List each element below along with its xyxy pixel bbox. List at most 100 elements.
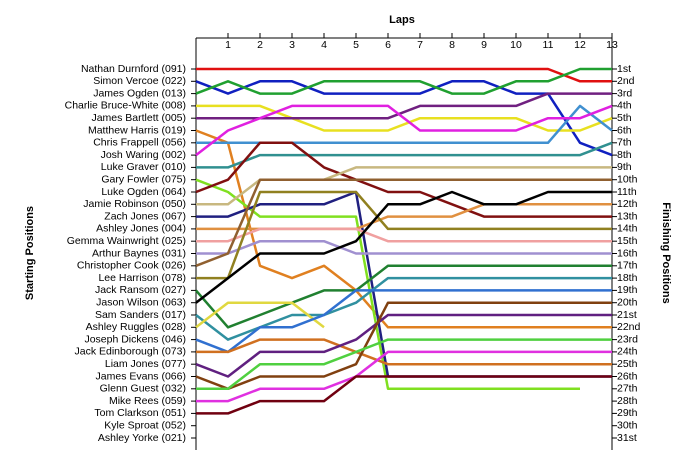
series-line bbox=[196, 190, 612, 378]
series-line bbox=[196, 375, 612, 415]
y2-tick-label: 22nd bbox=[617, 321, 641, 333]
starting-driver-label: James Ogden (013) bbox=[93, 87, 186, 99]
starting-driver-label: Josh Waring (002) bbox=[101, 149, 186, 161]
y2-tick-label: 29th bbox=[617, 407, 638, 419]
y2-tick-label: 18th bbox=[617, 272, 638, 284]
y2-tick-label: 1st bbox=[617, 63, 631, 75]
x-tick-label: 9 bbox=[481, 39, 487, 51]
x-tick-label: 11 bbox=[543, 39, 554, 51]
y2-tick-label: 26th bbox=[617, 370, 638, 382]
y2-tick-label: 14th bbox=[617, 223, 638, 235]
x-tick-label: 4 bbox=[321, 39, 327, 51]
series-line bbox=[196, 92, 612, 120]
starting-driver-label: Tom Clarkson (051) bbox=[94, 407, 186, 419]
series-line bbox=[196, 104, 613, 132]
starting-driver-label: Lee Harrison (078) bbox=[98, 272, 186, 284]
x-tick-label: 6 bbox=[385, 39, 391, 51]
x-tick-label: 2 bbox=[257, 39, 263, 51]
y2-tick-label: 3rd bbox=[617, 87, 632, 99]
x-axis-title: Laps bbox=[389, 14, 415, 26]
y2-tick-label: 20th bbox=[617, 296, 638, 308]
y2-tick-label: 25th bbox=[617, 358, 638, 370]
y2-tick-label: 30th bbox=[617, 419, 638, 431]
y2-tick-label: 19th bbox=[617, 284, 638, 296]
starting-driver-label: Simon Vercoe (022) bbox=[93, 75, 186, 87]
series-line bbox=[195, 178, 580, 391]
series-line bbox=[195, 141, 612, 218]
y2-tick-label: 10th bbox=[617, 173, 638, 185]
starting-driver-label: Ashley Ruggles (028) bbox=[86, 321, 186, 333]
y2-tick-label: 31st bbox=[617, 432, 637, 444]
starting-driver-label: Gary Fowler (075) bbox=[101, 173, 186, 185]
series-line bbox=[195, 190, 612, 304]
series-line bbox=[195, 313, 612, 378]
series-line bbox=[196, 227, 612, 243]
starting-driver-label: Glenn Guest (032) bbox=[100, 383, 186, 395]
series-line bbox=[196, 67, 612, 83]
y2-tick-label: 27th bbox=[617, 383, 638, 395]
starting-driver-label: Jack Edinborough (073) bbox=[75, 346, 187, 358]
y2-tick-label: 8th bbox=[617, 149, 632, 161]
series-line bbox=[195, 276, 612, 341]
x-tick-label: 5 bbox=[353, 39, 359, 51]
series-line bbox=[195, 67, 612, 95]
y2-tick-label: 5th bbox=[617, 112, 632, 124]
y2-tick-label: 16th bbox=[617, 247, 638, 259]
x-tick-label: 13 bbox=[606, 39, 618, 51]
starting-driver-label: Nathan Durnford (091) bbox=[81, 63, 186, 75]
starting-driver-label: Gemma Wainwright (025) bbox=[67, 235, 186, 247]
x-tick-label: 12 bbox=[574, 39, 586, 51]
series-line bbox=[195, 301, 325, 329]
starting-driver-label: Arthur Baynes (031) bbox=[92, 247, 186, 259]
starting-driver-label: James Evans (066) bbox=[96, 370, 186, 382]
series-line bbox=[195, 80, 613, 157]
series-line bbox=[196, 338, 612, 391]
series-line bbox=[196, 338, 612, 366]
starting-driver-label: Kyle Sproat (052) bbox=[104, 419, 186, 431]
series-line bbox=[196, 350, 612, 403]
y2-tick-label: 24th bbox=[617, 346, 638, 358]
y2-tick-label: 17th bbox=[617, 260, 638, 272]
x-tick-label: 10 bbox=[510, 39, 522, 51]
starting-driver-label: Jamie Robinson (050) bbox=[83, 198, 186, 210]
y2-tick-label: 28th bbox=[617, 395, 638, 407]
y2-tick-label: 6th bbox=[617, 124, 632, 136]
x-tick-label: 1 bbox=[225, 39, 231, 51]
series-line bbox=[195, 264, 612, 329]
y2-tick-label: 21st bbox=[617, 309, 637, 321]
starting-driver-label: Matthew Harris (019) bbox=[88, 124, 186, 136]
y2-tick-label: 12th bbox=[617, 198, 638, 210]
y2-tick-label: 2nd bbox=[617, 75, 635, 87]
x-tick-label: 8 bbox=[449, 39, 455, 51]
y2-tick-label: 4th bbox=[617, 100, 632, 112]
starting-driver-label: Mike Rees (059) bbox=[109, 395, 186, 407]
y2-tick-label: 9th bbox=[617, 161, 632, 173]
starting-driver-label: James Bartlett (005) bbox=[91, 112, 186, 124]
starting-driver-label: Ashley Yorke (021) bbox=[98, 432, 186, 444]
starting-driver-label: Jason Wilson (063) bbox=[96, 296, 186, 308]
series-line bbox=[196, 239, 612, 255]
y-axis-title: Starting Positions bbox=[24, 206, 36, 300]
y2-tick-label: 13th bbox=[617, 210, 638, 222]
starting-driver-label: Luke Ogden (064) bbox=[101, 186, 186, 198]
series-line bbox=[196, 190, 612, 280]
y2-tick-label: 7th bbox=[617, 137, 632, 149]
y2-tick-label: 15th bbox=[617, 235, 638, 247]
series-line bbox=[195, 289, 612, 354]
x-tick-label: 3 bbox=[289, 39, 295, 51]
starting-driver-label: Ashley Jones (004) bbox=[96, 223, 186, 235]
series-line bbox=[195, 129, 612, 329]
x-tick-label: 7 bbox=[417, 39, 423, 51]
starting-driver-label: Luke Graver (010) bbox=[101, 161, 186, 173]
series-line bbox=[196, 141, 613, 169]
starting-driver-label: Sam Sanders (017) bbox=[95, 309, 186, 321]
starting-driver-label: Chris Frappell (056) bbox=[93, 137, 186, 149]
y2-tick-label: 11th bbox=[617, 186, 637, 198]
starting-driver-label: Christopher Cook (026) bbox=[77, 260, 186, 272]
y2-axis-title: Finishing Positions bbox=[660, 202, 672, 303]
starting-driver-label: Jack Ransom (027) bbox=[95, 284, 186, 296]
starting-driver-label: Joseph Dickens (046) bbox=[84, 333, 186, 345]
series-line bbox=[195, 301, 612, 391]
starting-driver-label: Liam Jones (077) bbox=[105, 358, 186, 370]
starting-driver-label: Zach Jones (067) bbox=[104, 210, 186, 222]
